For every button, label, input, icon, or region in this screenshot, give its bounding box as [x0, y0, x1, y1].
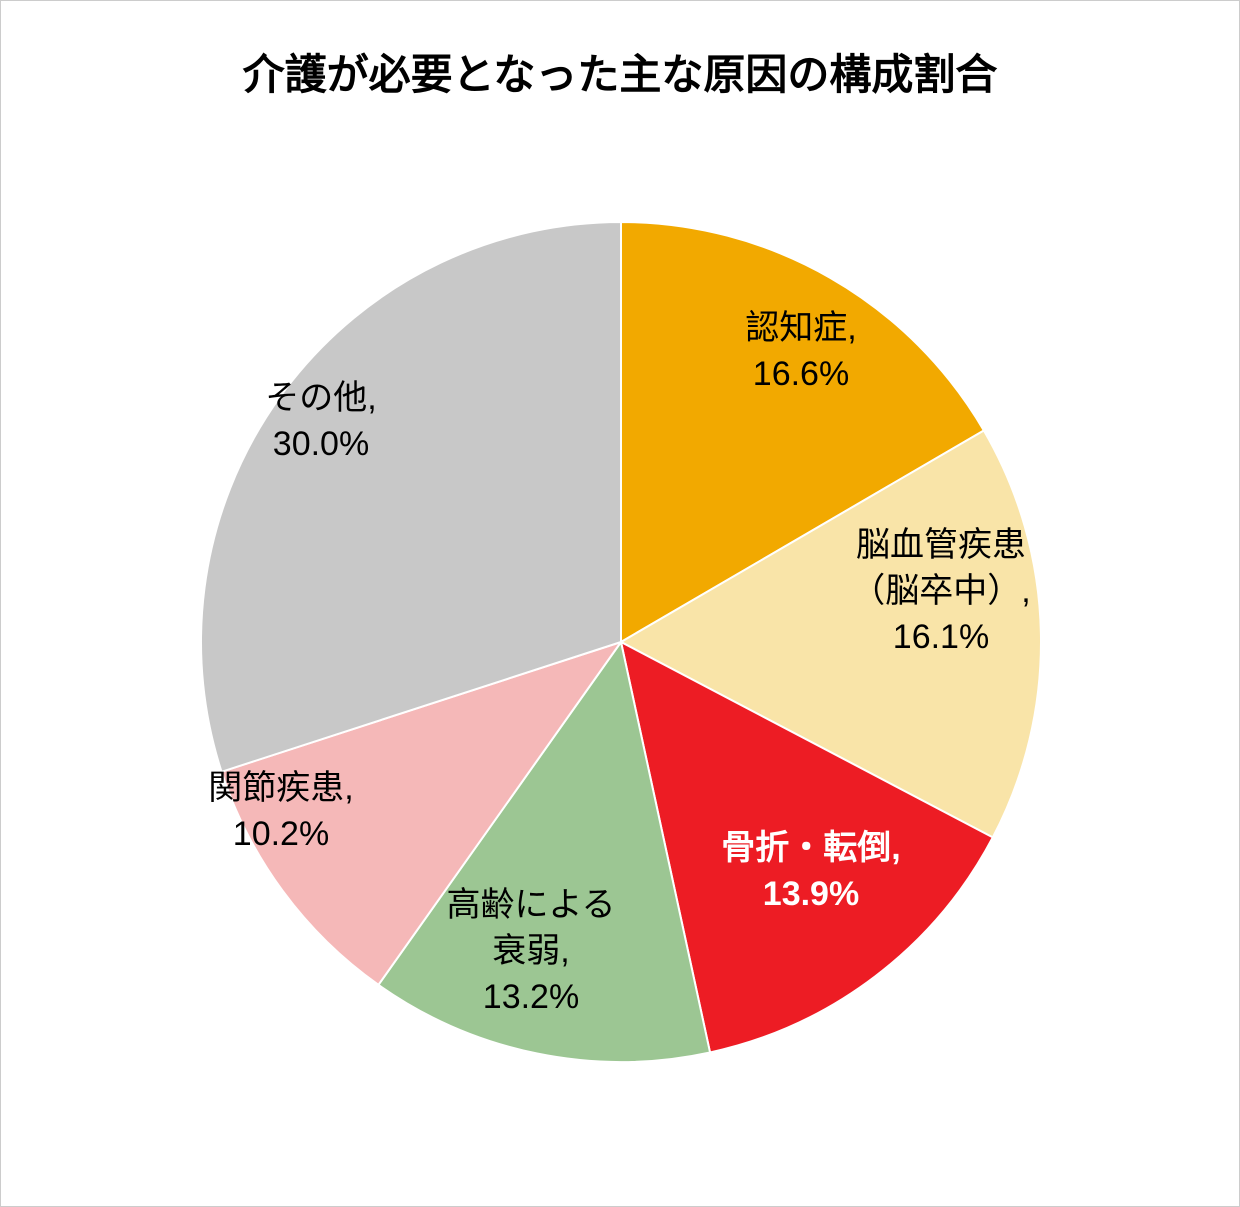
pie-slice-label: 関節疾患,10.2%	[208, 766, 353, 858]
pie-slice-label: 骨折・転倒,13.9%	[721, 826, 900, 918]
pie-chart	[21, 132, 1221, 1182]
pie-slice-label: 脳血管疾患 （脳卒中）,16.1%	[851, 523, 1030, 661]
chart-title: 介護が必要となった主な原因の構成割合	[21, 41, 1219, 102]
pie-slice-label: その他,30.0%	[265, 376, 376, 468]
pie-chart-area: 認知症,16.6% 脳血管疾患 （脳卒中）,16.1% 骨折・転倒,13.9% 高齢に…	[21, 132, 1219, 1182]
pie-slice-label-value: 16.6%	[745, 352, 856, 398]
pie-slice-label: 認知症,16.6%	[745, 306, 856, 398]
pie-slice-label-value: 16.1%	[851, 615, 1030, 661]
pie-slice-label-name: 脳血管疾患 （脳卒中）,	[851, 523, 1030, 615]
pie-slice-label-value: 30.0%	[265, 422, 376, 468]
pie-slice-label-name: 関節疾患,	[208, 766, 353, 812]
pie-slice-label-name: 認知症,	[745, 306, 856, 352]
pie-slice-label-value: 13.2%	[447, 975, 616, 1021]
pie-slice-label-name: 高齢による 衰弱,	[447, 883, 616, 975]
pie-slice-label-value: 13.9%	[721, 872, 900, 918]
pie-slice-label-value: 10.2%	[208, 812, 353, 858]
pie-slice-label-name: 骨折・転倒,	[721, 826, 900, 872]
pie-slice-label-name: その他,	[265, 376, 376, 422]
chart-container: 介護が必要となった主な原因の構成割合 認知症,16.6% 脳血管疾患 （脳卒中）,…	[0, 0, 1240, 1207]
pie-slice-label: 高齢による 衰弱,13.2%	[447, 883, 616, 1021]
